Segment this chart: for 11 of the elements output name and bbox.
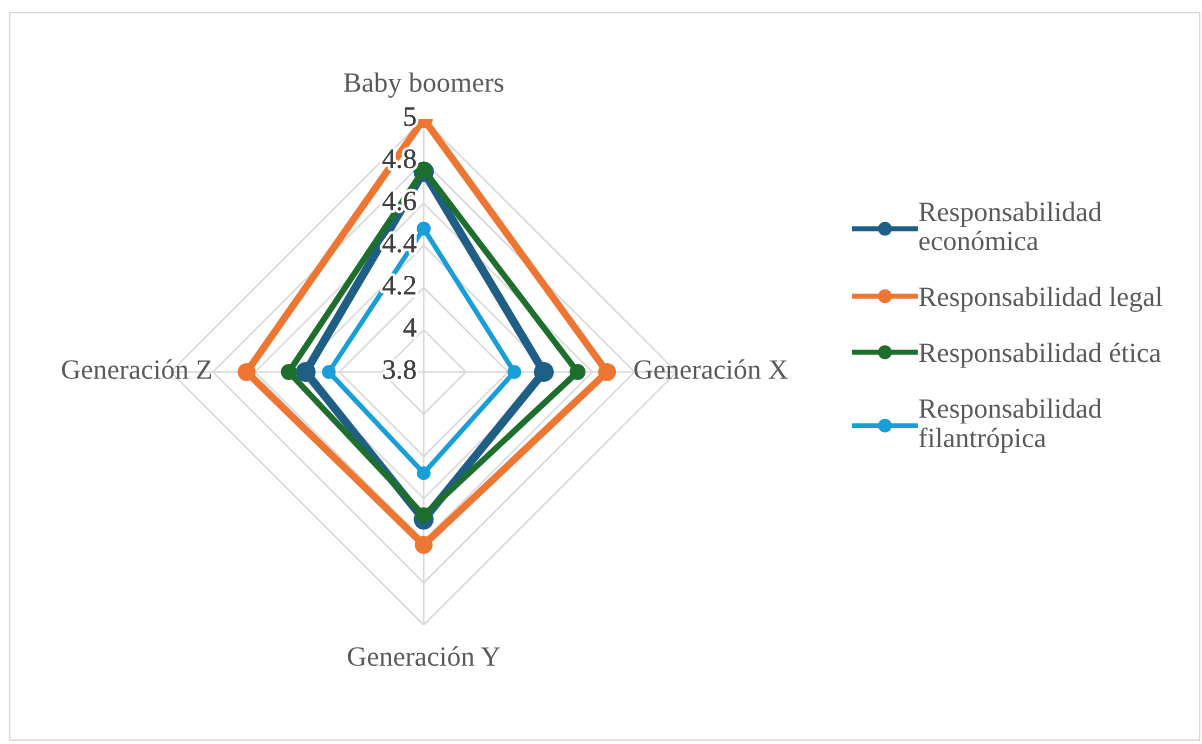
spoke-label: Baby boomers [343,72,504,98]
legend-label: Responsabilidad ética [919,342,1161,368]
spoke-label: Generación X [634,359,788,379]
spoke-label: Generación Z [61,359,212,379]
y-tick-label: 4 [403,318,417,337]
legend-label: Responsabilidad económica [919,201,1102,251]
y-tick-label: 5 [404,107,416,126]
legend-label: Responsabilidad filantrópica [919,398,1102,453]
legend-label: Responsabilidad legal [919,286,1163,312]
y-tick-label: 3.8 [383,360,416,380]
spoke-label: Generación Y [347,646,500,666]
